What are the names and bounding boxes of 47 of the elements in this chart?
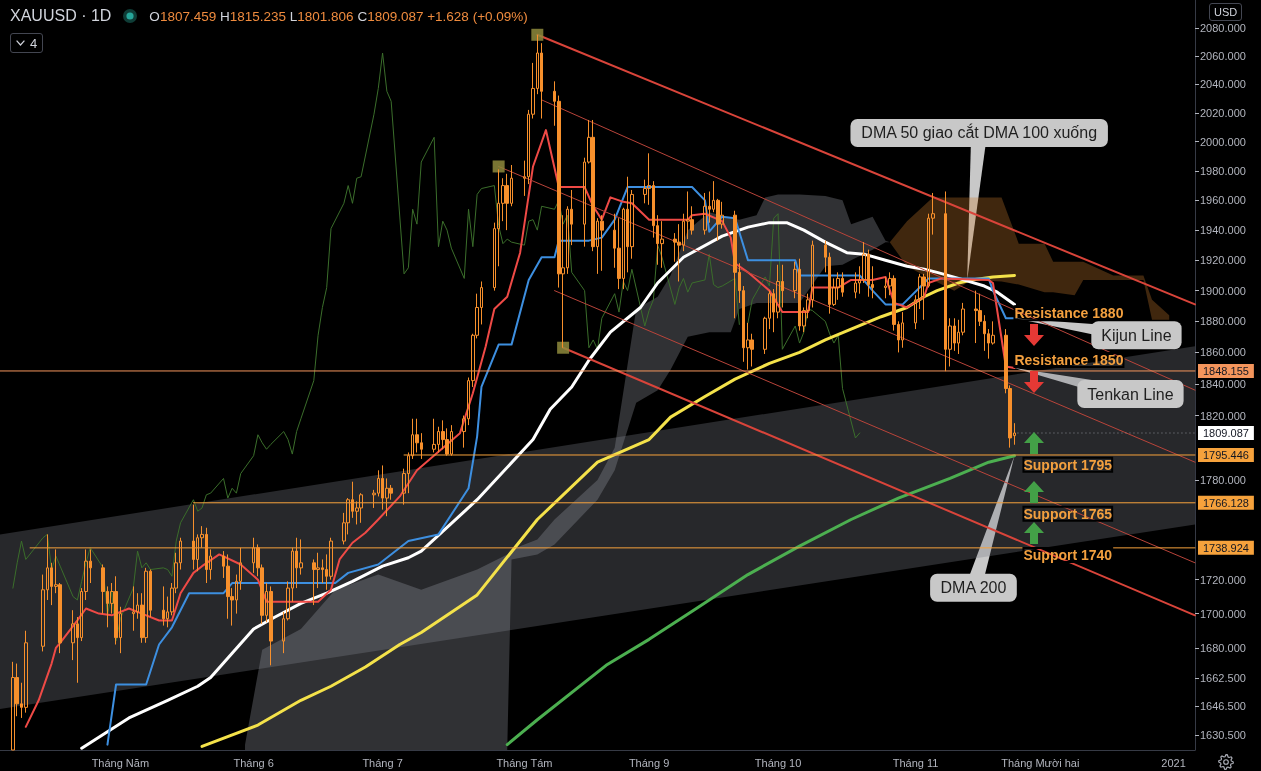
annotation: Support 1795 [1023, 456, 1113, 473]
y-tick-label: 1646.500 [1200, 700, 1246, 713]
y-tick-label: 1900.000 [1200, 284, 1246, 297]
x-tick-label: 2021 [1161, 756, 1186, 769]
y-tick-label: 2020.000 [1200, 106, 1246, 119]
y-tick-label: 1720.000 [1200, 573, 1246, 586]
annotation: 1809.087 [1203, 427, 1249, 440]
x-tick-label: Tháng 7 [362, 756, 403, 769]
y-tick-label: 2000.000 [1200, 135, 1246, 148]
y-tick-label: 2040.000 [1200, 78, 1246, 91]
y-tick-label: 1940.000 [1200, 224, 1246, 237]
y-tick-label: 1662.500 [1200, 672, 1246, 685]
annotation: DMA 50 giao cắt DMA 100 xuống [861, 123, 1098, 142]
y-tick-label: 2060.000 [1200, 49, 1246, 62]
data-label: 1848.155 [1203, 364, 1249, 377]
annotation: DMA 200 [940, 579, 1007, 597]
x-tick-label: Tháng 11 [892, 756, 939, 769]
y-tick-label: 1960.000 [1200, 194, 1246, 207]
annotation: Kijun Line [1101, 326, 1172, 344]
y-tick-label: 1980.000 [1200, 164, 1246, 177]
data-label: 1795.446 [1203, 448, 1249, 461]
y-tick-label: 1700.000 [1200, 607, 1246, 620]
toggle-button: 4 [10, 33, 44, 53]
x-tick-label: Tháng Mười hai [1001, 756, 1080, 769]
annotation: 4 [30, 35, 38, 51]
x-tick-label: Tháng Năm [91, 756, 150, 769]
y-tick-label: 1840.000 [1200, 377, 1246, 390]
data-label: 1766.128 [1203, 496, 1249, 509]
text: O1807.459 H1815.235 L1801.806 C1809.087 +1.628 (+0.09%) [149, 8, 528, 24]
y-tick-label: 2080.000 [1200, 21, 1246, 34]
y-tick-label: 1820.000 [1200, 409, 1246, 422]
y-tick-label: 1920.000 [1200, 254, 1246, 267]
y-tick-label: 1630.500 [1200, 728, 1246, 741]
annotation: Resistance 1880 [1014, 305, 1124, 322]
y-tick-label: 1680.000 [1200, 641, 1246, 654]
y-tick-label: 1880.000 [1200, 315, 1246, 328]
x-tick-label: Tháng 6 [233, 756, 274, 769]
x-tick-label: Tháng 9 [628, 756, 670, 769]
y-tick-label: 1780.000 [1200, 474, 1246, 487]
currency-button: USD [1209, 3, 1243, 21]
annotation: Resistance 1850 [1014, 352, 1124, 369]
data-label: 1738.924 [1203, 541, 1249, 554]
x-tick-label: Tháng Tám [496, 756, 553, 769]
y-tick-label: 1860.000 [1200, 346, 1246, 359]
chart-title: XAUUSD · 1D [10, 7, 112, 25]
annotation: Support 1765 [1023, 505, 1113, 522]
x-tick-label: Tháng 10 [754, 756, 802, 769]
